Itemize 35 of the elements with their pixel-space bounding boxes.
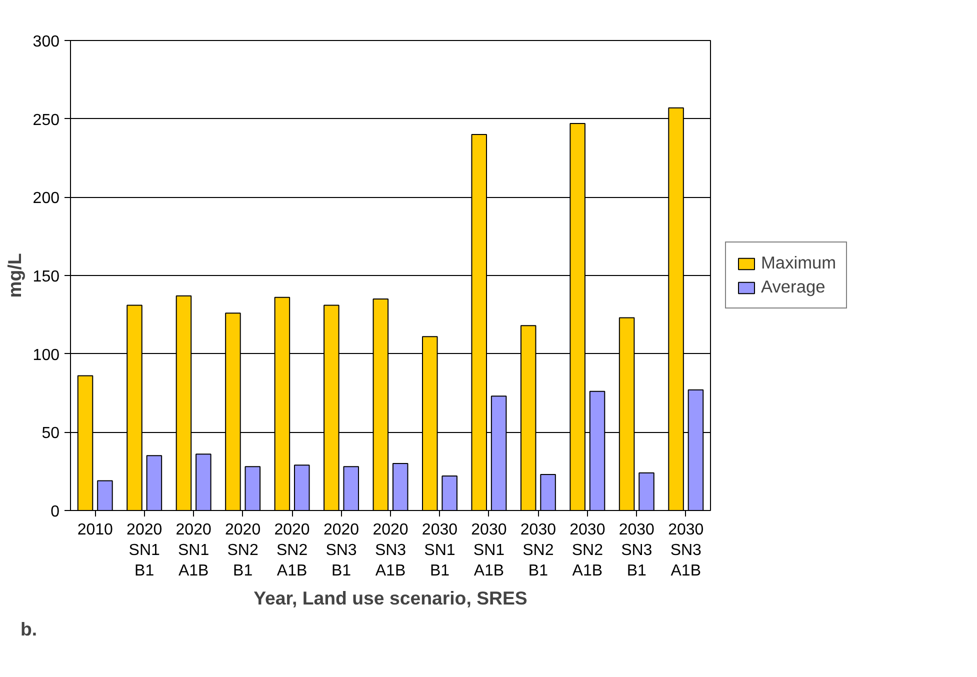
bar bbox=[540, 474, 556, 510]
legend-label: Maximum bbox=[761, 252, 836, 274]
y-tick-label: 100 bbox=[32, 346, 60, 364]
bar bbox=[196, 454, 212, 510]
bar bbox=[638, 472, 654, 510]
x-tick-label: 2020 SN3 A1B bbox=[372, 522, 408, 580]
y-tick-label: 150 bbox=[32, 268, 60, 286]
x-tick-label: 2030 SN3 B1 bbox=[618, 522, 655, 580]
x-tick-label: 2030 SN1 A1B bbox=[471, 522, 507, 580]
x-tick-label: 2020 SN3 B1 bbox=[323, 522, 360, 580]
y-tick-label: 250 bbox=[32, 112, 60, 129]
x-tick-label: 2020 SN1 B1 bbox=[126, 522, 162, 580]
x-tick-label: 2030 SN2 A1B bbox=[570, 522, 606, 580]
y-tick-label: 0 bbox=[50, 504, 60, 520]
bar bbox=[294, 464, 310, 510]
bar bbox=[97, 480, 113, 510]
y-tick-label: 50 bbox=[42, 425, 60, 442]
x-tick-label: 2020 SN1 A1B bbox=[176, 522, 212, 580]
x-tick-label: 2010 bbox=[77, 522, 114, 538]
legend-label: Average bbox=[761, 276, 826, 298]
x-tick-label: 2030 SN2 B1 bbox=[520, 522, 556, 580]
y-tick-label: 200 bbox=[32, 190, 60, 208]
x-tick-label: 2030 SN3 A1B bbox=[668, 522, 704, 580]
text: b. bbox=[20, 618, 38, 640]
x-tick-label: 2030 SN1 B1 bbox=[422, 522, 458, 580]
y-tick-label: 300 bbox=[32, 34, 60, 50]
bar bbox=[146, 455, 162, 510]
bar bbox=[343, 466, 359, 510]
x-tick-label: 2020 SN2 B1 bbox=[225, 522, 261, 580]
y-axis-title: mg/L bbox=[4, 253, 25, 298]
bar bbox=[392, 463, 408, 510]
x-axis-title: Year, Land use scenario, SRES bbox=[254, 587, 528, 608]
bar bbox=[442, 476, 458, 510]
x-tick-label: 2020 SN2 A1B bbox=[274, 522, 310, 580]
bar bbox=[244, 466, 261, 510]
